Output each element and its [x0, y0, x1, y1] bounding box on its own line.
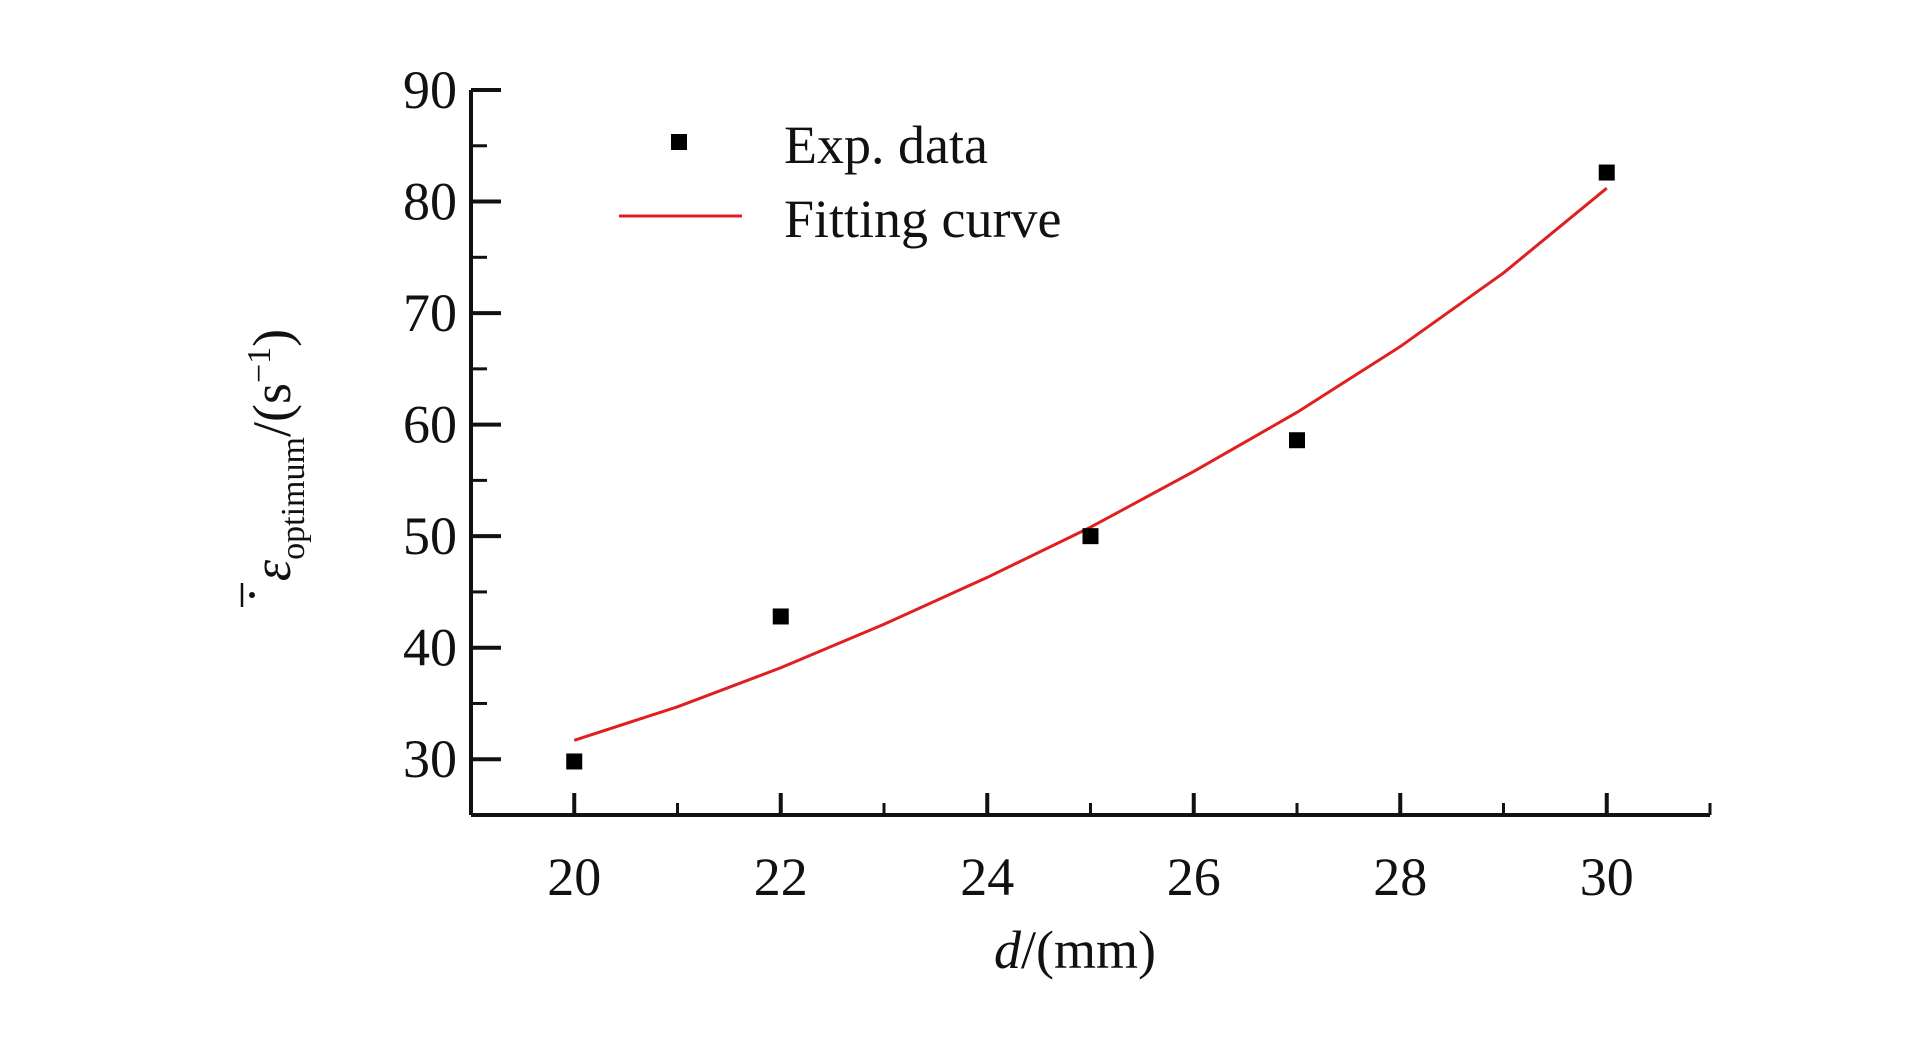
legend-marker-exp-data — [671, 134, 687, 150]
x-tick-label: 24 — [960, 847, 1014, 907]
exp-data-point — [1289, 432, 1305, 449]
axes — [469, 90, 1710, 817]
exp-data-point — [566, 753, 583, 770]
x-tick-label: 20 — [547, 847, 601, 907]
y-tick-label: 80 — [403, 172, 457, 232]
series-layer — [566, 164, 1615, 770]
y-axis-label-sub: optimum — [275, 437, 312, 560]
x-tick-label: 26 — [1167, 847, 1221, 907]
y-tick-label: 50 — [403, 506, 457, 566]
y-tick-label: 40 — [403, 618, 457, 678]
svg-text:εoptimum/(s−1): εoptimum/(s−1) — [241, 329, 312, 581]
ticks — [469, 88, 1712, 815]
fitting-curve-line — [573, 186, 1608, 742]
exp-data-point — [772, 608, 789, 625]
legend-label-fitting-curve: Fitting curve — [784, 189, 1061, 249]
x-axis-label-var: d — [994, 920, 1022, 980]
x-tick-label: 30 — [1580, 847, 1634, 907]
x-tick-label: 22 — [754, 847, 808, 907]
exp-data-point — [1598, 164, 1615, 181]
y-tick-label: 70 — [403, 283, 457, 343]
x-axis-label: d/(mm) — [994, 920, 1156, 980]
y-axis-label-var: ε — [242, 559, 302, 581]
exp-data-point — [1082, 528, 1099, 545]
y-tick-label: 30 — [403, 729, 457, 789]
y-axis-label-unit-sup: −1 — [241, 347, 278, 383]
y-axis-label-unit-close: ) — [242, 329, 302, 347]
y-axis-label: εoptimum/(s−1) — [240, 329, 312, 607]
x-tick-label: 28 — [1373, 847, 1427, 907]
y-axis-label-unit-open: /(s — [242, 383, 302, 437]
x-axis-label-unit: /(mm) — [1021, 920, 1156, 980]
tick-labels: 20 22 24 26 28 30 30 40 50 60 70 80 90 — [403, 60, 1634, 907]
legend: Exp. data Fitting curve — [619, 115, 1061, 249]
y-axis-label-dot — [249, 592, 255, 598]
legend-label-exp-data: Exp. data — [784, 115, 988, 175]
y-tick-label: 90 — [403, 60, 457, 120]
y-tick-label: 60 — [403, 395, 457, 455]
